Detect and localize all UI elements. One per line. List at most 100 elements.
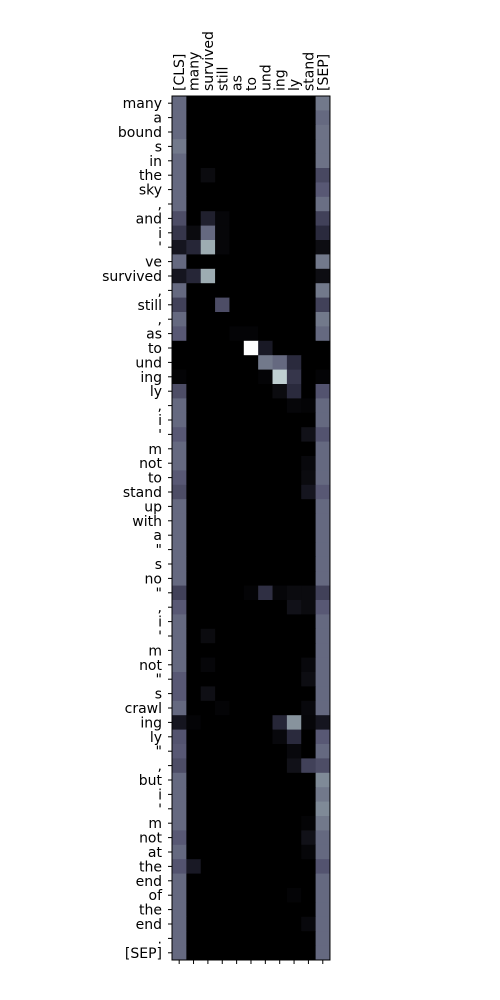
heatmap-cell bbox=[215, 830, 230, 846]
heatmap-cell bbox=[215, 628, 230, 644]
heatmap-cell bbox=[229, 139, 245, 154]
heatmap-cell bbox=[286, 585, 302, 601]
heatmap-cell bbox=[243, 744, 259, 759]
heatmap-cell bbox=[286, 168, 302, 183]
heatmap-cell bbox=[229, 614, 245, 630]
heatmap-cell bbox=[172, 456, 187, 471]
heatmap-cell bbox=[272, 369, 288, 385]
heatmap-cell bbox=[200, 168, 216, 183]
heatmap-cell bbox=[301, 499, 316, 514]
heatmap-cell bbox=[186, 859, 202, 874]
heatmap-cell bbox=[258, 873, 273, 889]
heatmap-cell bbox=[172, 859, 187, 874]
heatmap-cell bbox=[229, 470, 245, 486]
heatmap-cell bbox=[286, 124, 302, 140]
heatmap-cell bbox=[272, 513, 288, 529]
heatmap-cell bbox=[258, 902, 273, 918]
heatmap-cell bbox=[215, 729, 230, 745]
y-tick-label: of bbox=[149, 888, 164, 904]
heatmap-cell bbox=[186, 600, 202, 615]
heatmap-cell bbox=[286, 772, 302, 788]
y-tick-label: i bbox=[158, 413, 162, 429]
heatmap-cell bbox=[186, 700, 202, 716]
heatmap-cell bbox=[315, 614, 331, 630]
x-tick-label: ing bbox=[273, 69, 289, 91]
heatmap-cell bbox=[301, 384, 316, 399]
heatmap-cell bbox=[200, 312, 216, 327]
heatmap-cell bbox=[215, 211, 230, 226]
y-tick-label: , bbox=[158, 759, 162, 775]
heatmap-cell bbox=[200, 585, 216, 601]
heatmap-cell bbox=[172, 139, 187, 154]
heatmap-cell bbox=[215, 772, 230, 788]
heatmap-cell bbox=[286, 801, 302, 817]
x-tick-label: survived bbox=[201, 31, 217, 91]
heatmap-cell bbox=[186, 355, 202, 370]
x-tick-label: und bbox=[258, 64, 274, 91]
heatmap-cell bbox=[200, 412, 216, 428]
heatmap-cell bbox=[229, 96, 245, 111]
y-tick-label: s bbox=[155, 139, 162, 155]
heatmap-cell bbox=[258, 686, 273, 702]
heatmap-cell bbox=[258, 355, 273, 370]
heatmap-cell bbox=[258, 542, 273, 558]
heatmap-cell bbox=[172, 729, 187, 745]
heatmap-cell bbox=[172, 484, 187, 500]
heatmap-cell bbox=[243, 614, 259, 630]
heatmap-cell bbox=[258, 614, 273, 630]
heatmap-cell bbox=[315, 643, 331, 658]
heatmap-cell bbox=[200, 657, 216, 673]
heatmap-cell bbox=[258, 513, 273, 529]
heatmap-cell bbox=[229, 916, 245, 932]
heatmap-cell bbox=[200, 729, 216, 745]
heatmap-cell bbox=[272, 225, 288, 241]
heatmap-cell bbox=[272, 412, 288, 428]
heatmap-cell bbox=[315, 888, 331, 903]
heatmap-cell bbox=[286, 916, 302, 932]
heatmap-cell bbox=[315, 657, 331, 673]
heatmap-cell bbox=[272, 196, 288, 212]
heatmap-cell bbox=[272, 398, 288, 414]
heatmap-cell bbox=[229, 168, 245, 183]
heatmap-cell bbox=[301, 672, 316, 687]
heatmap-cell bbox=[243, 830, 259, 846]
heatmap-cell bbox=[272, 571, 288, 586]
heatmap-cell bbox=[172, 340, 187, 356]
heatmap-cell bbox=[243, 873, 259, 889]
heatmap-cell bbox=[315, 268, 331, 284]
heatmap-cell bbox=[301, 297, 316, 313]
heatmap-cell bbox=[315, 816, 331, 831]
heatmap-cell bbox=[200, 499, 216, 514]
heatmap-cell bbox=[315, 513, 331, 529]
heatmap-cell bbox=[200, 240, 216, 255]
heatmap-cell bbox=[301, 888, 316, 903]
heatmap-cell bbox=[301, 744, 316, 759]
heatmap-cell bbox=[243, 628, 259, 644]
y-tick-label: to bbox=[148, 471, 162, 487]
heatmap-cell bbox=[186, 945, 202, 961]
heatmap-cell bbox=[286, 398, 302, 414]
heatmap-cell bbox=[186, 715, 202, 730]
heatmap-cell bbox=[172, 427, 187, 442]
heatmap-cell bbox=[258, 470, 273, 486]
heatmap-cell bbox=[229, 801, 245, 817]
heatmap-cell bbox=[286, 312, 302, 327]
heatmap-cell bbox=[243, 859, 259, 874]
heatmap-cell bbox=[301, 225, 316, 241]
y-tick-label: ly bbox=[150, 730, 162, 746]
heatmap-cell bbox=[200, 902, 216, 918]
heatmap-cell bbox=[315, 916, 331, 932]
heatmap-cell bbox=[172, 600, 187, 615]
heatmap-cell bbox=[286, 153, 302, 169]
heatmap-cell bbox=[243, 657, 259, 673]
heatmap-cell bbox=[286, 902, 302, 918]
heatmap-cell bbox=[272, 153, 288, 169]
heatmap-cell bbox=[200, 484, 216, 500]
heatmap-cell bbox=[272, 110, 288, 126]
heatmap-cell bbox=[258, 585, 273, 601]
heatmap-cell bbox=[215, 801, 230, 817]
heatmap-cell bbox=[286, 240, 302, 255]
heatmap-cell bbox=[286, 470, 302, 486]
heatmap-cell bbox=[301, 513, 316, 529]
